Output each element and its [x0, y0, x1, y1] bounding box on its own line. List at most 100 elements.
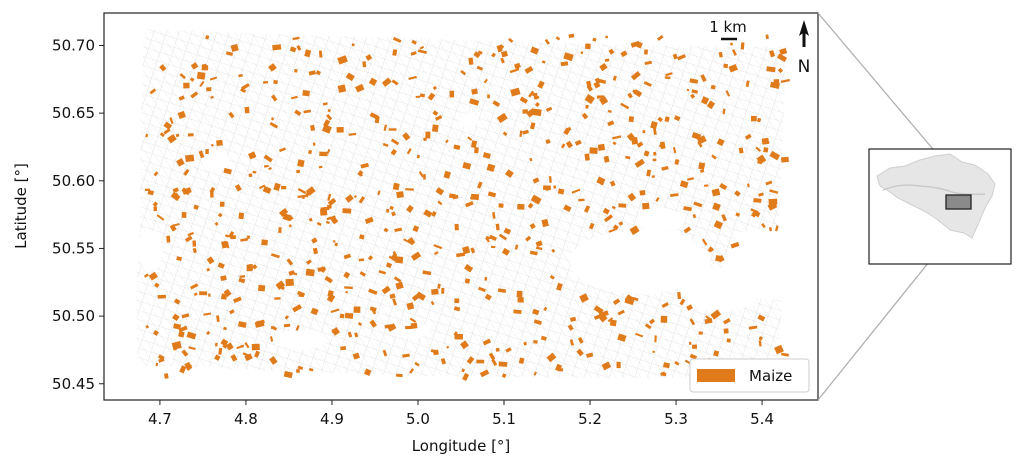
- maize-parcel: [698, 162, 706, 170]
- maize-parcel: [697, 141, 703, 148]
- maize-parcel: [498, 203, 504, 208]
- maize-parcel: [723, 318, 731, 325]
- maize-parcel: [628, 116, 634, 123]
- maize-parcel: [596, 176, 606, 186]
- maize-parcel: [578, 198, 585, 202]
- maize-parcel: [636, 141, 644, 148]
- maize-parcel: [508, 37, 514, 43]
- y-axis-ticks: 50.70 50.65 50.60 50.55 50.50 50.45: [52, 36, 104, 393]
- maize-parcel: [462, 372, 470, 381]
- maize-parcel: [382, 142, 389, 147]
- maize-parcel: [612, 141, 617, 146]
- maize-parcel: [434, 251, 439, 256]
- maize-parcel: [225, 342, 234, 351]
- maize-parcel: [470, 193, 480, 201]
- maize-parcel: [263, 80, 269, 84]
- maize-parcel: [691, 344, 698, 349]
- maize-parcel: [308, 367, 314, 372]
- maize-parcel: [179, 365, 187, 374]
- maize-parcel: [602, 207, 610, 215]
- maize-parcel: [604, 58, 610, 62]
- maize-parcel: [679, 298, 686, 306]
- maize-parcel: [388, 255, 397, 262]
- maize-parcel: [576, 348, 584, 357]
- maize-parcel: [228, 231, 235, 239]
- maize-parcel: [533, 340, 538, 344]
- maize-parcel: [322, 102, 328, 106]
- maize-parcel: [713, 350, 720, 357]
- maize-parcel: [704, 318, 713, 325]
- maize-parcel: [430, 300, 435, 306]
- maize-parcel: [153, 206, 158, 212]
- maize-parcel: [432, 110, 439, 116]
- maize-parcel: [377, 190, 381, 196]
- maize-parcel: [662, 372, 667, 377]
- maize-parcel: [612, 224, 619, 231]
- maize-parcel: [425, 131, 431, 139]
- maize-parcel: [491, 52, 496, 58]
- maize-parcel: [630, 40, 641, 48]
- maize-parcel: [310, 124, 316, 131]
- maize-parcel: [728, 64, 738, 73]
- maize-parcel: [643, 150, 650, 157]
- maize-parcel: [686, 304, 693, 311]
- maize-parcel: [311, 237, 318, 244]
- maize-parcel: [149, 88, 157, 95]
- maize-parcel: [288, 224, 292, 228]
- maize-parcel: [565, 140, 573, 149]
- maize-parcel: [258, 184, 266, 190]
- maize-parcel: [153, 330, 159, 336]
- maize-parcel: [470, 140, 478, 149]
- maize-parcel: [292, 36, 300, 41]
- maize-parcel: [579, 293, 589, 303]
- maize-parcel: [661, 302, 669, 308]
- maize-parcel: [657, 116, 663, 123]
- maize-parcel: [419, 45, 425, 50]
- maize-parcel: [642, 130, 646, 134]
- maize-parcels: [143, 33, 790, 381]
- y-tick-label: 50.70: [52, 36, 95, 54]
- maize-parcel: [352, 352, 361, 360]
- maize-parcel: [722, 108, 726, 115]
- maize-parcel: [186, 331, 197, 340]
- maize-parcel: [569, 339, 574, 346]
- maize-parcel: [203, 312, 212, 316]
- maize-parcel: [390, 138, 400, 146]
- maize-parcel: [284, 315, 289, 320]
- maize-parcel: [756, 117, 762, 123]
- maize-parcel: [491, 358, 498, 367]
- maize-parcel: [530, 46, 540, 55]
- x-tick-label: 5.3: [664, 410, 688, 428]
- maize-parcel: [251, 343, 260, 351]
- maize-parcel: [567, 126, 572, 132]
- maize-parcel: [677, 291, 682, 300]
- empty-zones: [138, 113, 779, 350]
- maize-parcel: [274, 297, 281, 300]
- maize-parcel: [569, 316, 577, 322]
- maize-parcel: [599, 314, 608, 323]
- maize-parcel: [172, 313, 180, 322]
- maize-parcel: [497, 288, 507, 293]
- maize-parcel: [731, 49, 737, 56]
- maize-parcel: [704, 184, 709, 187]
- maize-parcel: [482, 338, 492, 346]
- maize-parcel: [453, 144, 461, 150]
- maize-parcel: [532, 308, 540, 316]
- maize-parcel: [345, 194, 354, 203]
- maize-parcel: [764, 137, 770, 145]
- maize-parcel: [758, 340, 762, 347]
- maize-parcel: [223, 288, 232, 298]
- maize-parcel: [519, 96, 528, 104]
- maize-parcel: [758, 336, 763, 341]
- maize-parcel: [368, 77, 378, 86]
- maize-parcel: [367, 255, 374, 261]
- maize-parcel: [423, 174, 426, 180]
- maize-parcel: [433, 244, 443, 250]
- maize-parcel: [286, 258, 294, 266]
- maize-parcel: [419, 93, 426, 98]
- maize-parcel: [181, 212, 187, 219]
- maize-parcel: [163, 128, 171, 135]
- maize-parcel: [189, 77, 195, 82]
- maize-parcel: [603, 155, 610, 163]
- maize-parcel: [206, 267, 211, 272]
